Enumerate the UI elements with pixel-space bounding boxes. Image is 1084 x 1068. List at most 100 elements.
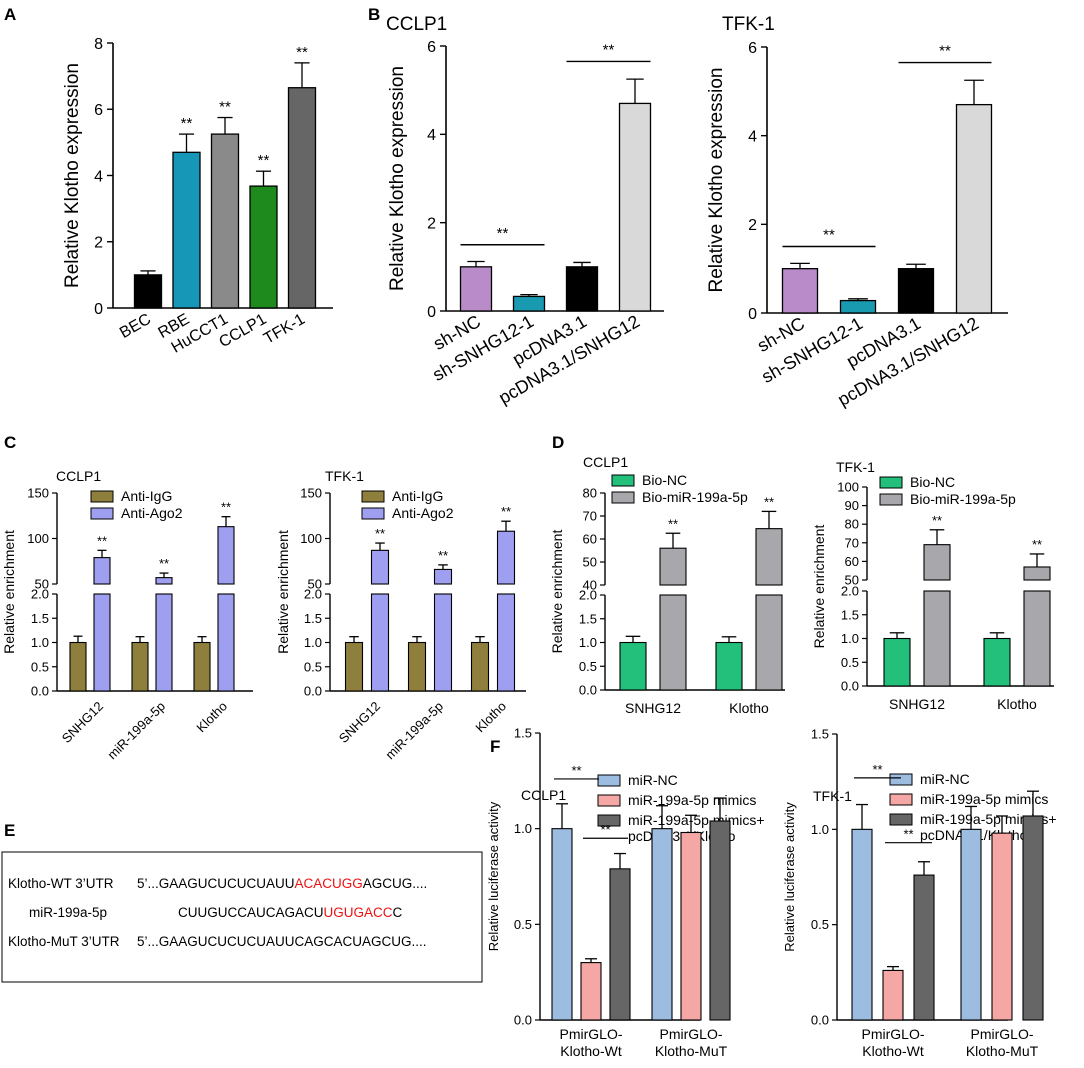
y-tick-label: 6 xyxy=(94,102,103,119)
significance-label: ** xyxy=(932,513,942,528)
significance-label: ** xyxy=(823,227,835,244)
y-tick-label: 2 xyxy=(748,217,757,234)
y-tick-label: 50 xyxy=(35,577,49,592)
bar-upper xyxy=(496,530,516,585)
bar xyxy=(344,641,364,692)
y-tick-label: 50 xyxy=(583,555,597,570)
seq-row-2-sequence: CUUGUCCAUCAGACUUGUGACCC xyxy=(178,905,403,920)
significance-label: ** xyxy=(872,762,882,777)
y-tick-label: 1.0 xyxy=(304,635,322,650)
y-tick-label: 1.5 xyxy=(31,611,49,626)
x-tick-label: miR-199a-5p xyxy=(382,699,446,763)
y-axis-label: Relative Klotho expression xyxy=(387,66,408,291)
y-tick-label: 2.0 xyxy=(31,587,49,602)
bar-bec xyxy=(133,274,163,309)
bar-lower xyxy=(155,593,173,692)
x-tick-label: BEC xyxy=(117,311,154,342)
bar-lower xyxy=(217,593,235,692)
significance-label: ** xyxy=(296,44,308,61)
legend-swatch-1 xyxy=(597,794,621,807)
y-tick-label: 100 xyxy=(300,531,322,546)
bar-upper xyxy=(923,544,951,581)
y-axis-label: Relative luciferase activity xyxy=(486,801,501,951)
legend-label-1: Anti-Ago2 xyxy=(392,505,454,521)
bar xyxy=(131,641,149,692)
significance-label: ** xyxy=(903,827,913,842)
y-tick-label: 0 xyxy=(748,306,757,323)
significance-label: ** xyxy=(375,526,385,541)
bar-pcdna3-1 xyxy=(897,268,935,314)
y-tick-label: 60 xyxy=(845,554,859,569)
bar xyxy=(709,820,731,1021)
y-tick-label: 100 xyxy=(27,531,49,546)
bar-lower xyxy=(93,593,111,692)
chart-d-tfk1: 0.0 0.5 1.0 1.5 2.050 60 70 80 90 100 Relative enr… xyxy=(811,459,1054,712)
bar-upper xyxy=(370,549,390,585)
bar-pcdna3-1 xyxy=(565,266,599,312)
y-tick-label: 6 xyxy=(748,40,757,57)
y-tick-label: 0.0 xyxy=(579,683,597,698)
legend-label-0: Anti-IgG xyxy=(392,488,443,504)
seq-row-3-label: Klotho-MuT 3’UTR xyxy=(8,934,120,949)
y-tick-label: 0.0 xyxy=(31,684,49,699)
legend-swatch-0 xyxy=(361,490,385,503)
sequence-box-border xyxy=(1,851,483,983)
y-tick-label: 2 xyxy=(427,215,436,232)
bar-upper xyxy=(155,577,173,585)
x-tick-label: Klotho-MuT xyxy=(655,1043,728,1059)
chart-title: CCLP1 xyxy=(521,787,566,803)
bar-rbe xyxy=(172,151,201,309)
bar xyxy=(983,637,1011,687)
bar xyxy=(69,641,87,692)
seq-row-2-label: miR-199a-5p xyxy=(29,905,107,920)
y-tick-label: 2.0 xyxy=(841,584,859,599)
y-tick-label: 1.0 xyxy=(841,631,859,646)
bar xyxy=(609,868,631,1021)
y-tick-label: 1.5 xyxy=(579,611,597,626)
bar xyxy=(960,828,982,1021)
y-tick-label: 0 xyxy=(94,301,103,318)
legend-label-1: miR-199a-5p mimics xyxy=(920,791,1048,807)
bar-upper xyxy=(93,557,111,585)
y-tick-label: 0.0 xyxy=(304,684,322,699)
significance-label: ** xyxy=(97,533,107,548)
bar xyxy=(991,832,1013,1021)
seq-row-1-sequence: 5’...GAAGUCUCUCUAUUACACUGGAGCUG.... xyxy=(137,876,427,891)
legend-swatch-1 xyxy=(611,491,635,504)
legend-swatch-1 xyxy=(879,493,903,506)
chart-title: CCLP1 xyxy=(56,468,101,484)
x-tick-label: Klotho-MuT xyxy=(966,1043,1039,1059)
panel-label-f: F xyxy=(490,737,500,756)
y-tick-label: 1.0 xyxy=(579,635,597,650)
y-tick-label: 0.5 xyxy=(514,917,532,932)
bar xyxy=(715,641,743,691)
x-tick-label: Klotho xyxy=(193,699,230,736)
bar-upper xyxy=(217,526,235,585)
y-tick-label: 40 xyxy=(583,578,597,593)
panel-label-a: A xyxy=(4,5,16,24)
legend-label-1: Bio-miR-199a-5p xyxy=(910,491,1016,507)
bar-lower xyxy=(433,593,453,692)
y-tick-label: 0.0 xyxy=(514,1013,532,1028)
bar xyxy=(580,962,602,1021)
legend-swatch-0 xyxy=(611,474,635,487)
x-tick-label: PmirGLO- xyxy=(660,1026,723,1042)
y-axis-label: Relative luciferase activity xyxy=(782,802,797,952)
sequence-box: Klotho-WT 3’UTR 5’...GAAGUCUCUCUAUUACACU… xyxy=(1,851,483,983)
legend-label-0: miR-NC xyxy=(920,771,970,787)
y-tick-label: 4 xyxy=(748,128,757,145)
significance-label: ** xyxy=(1032,537,1042,552)
y-tick-label: 2.0 xyxy=(304,587,322,602)
significance-label: ** xyxy=(258,152,270,169)
y-tick-label: 1.0 xyxy=(514,821,532,836)
legend-label-2: miR-199a-5p mimics+ xyxy=(628,812,765,828)
bar xyxy=(883,637,911,687)
x-tick-label: SNHG12 xyxy=(889,696,945,712)
significance-label: ** xyxy=(603,41,615,58)
legend-swatch-1 xyxy=(90,507,114,520)
bar-lower xyxy=(1023,590,1051,687)
bar-lower xyxy=(370,593,390,692)
y-tick-label: 80 xyxy=(845,517,859,532)
y-tick-label: 90 xyxy=(845,498,859,513)
